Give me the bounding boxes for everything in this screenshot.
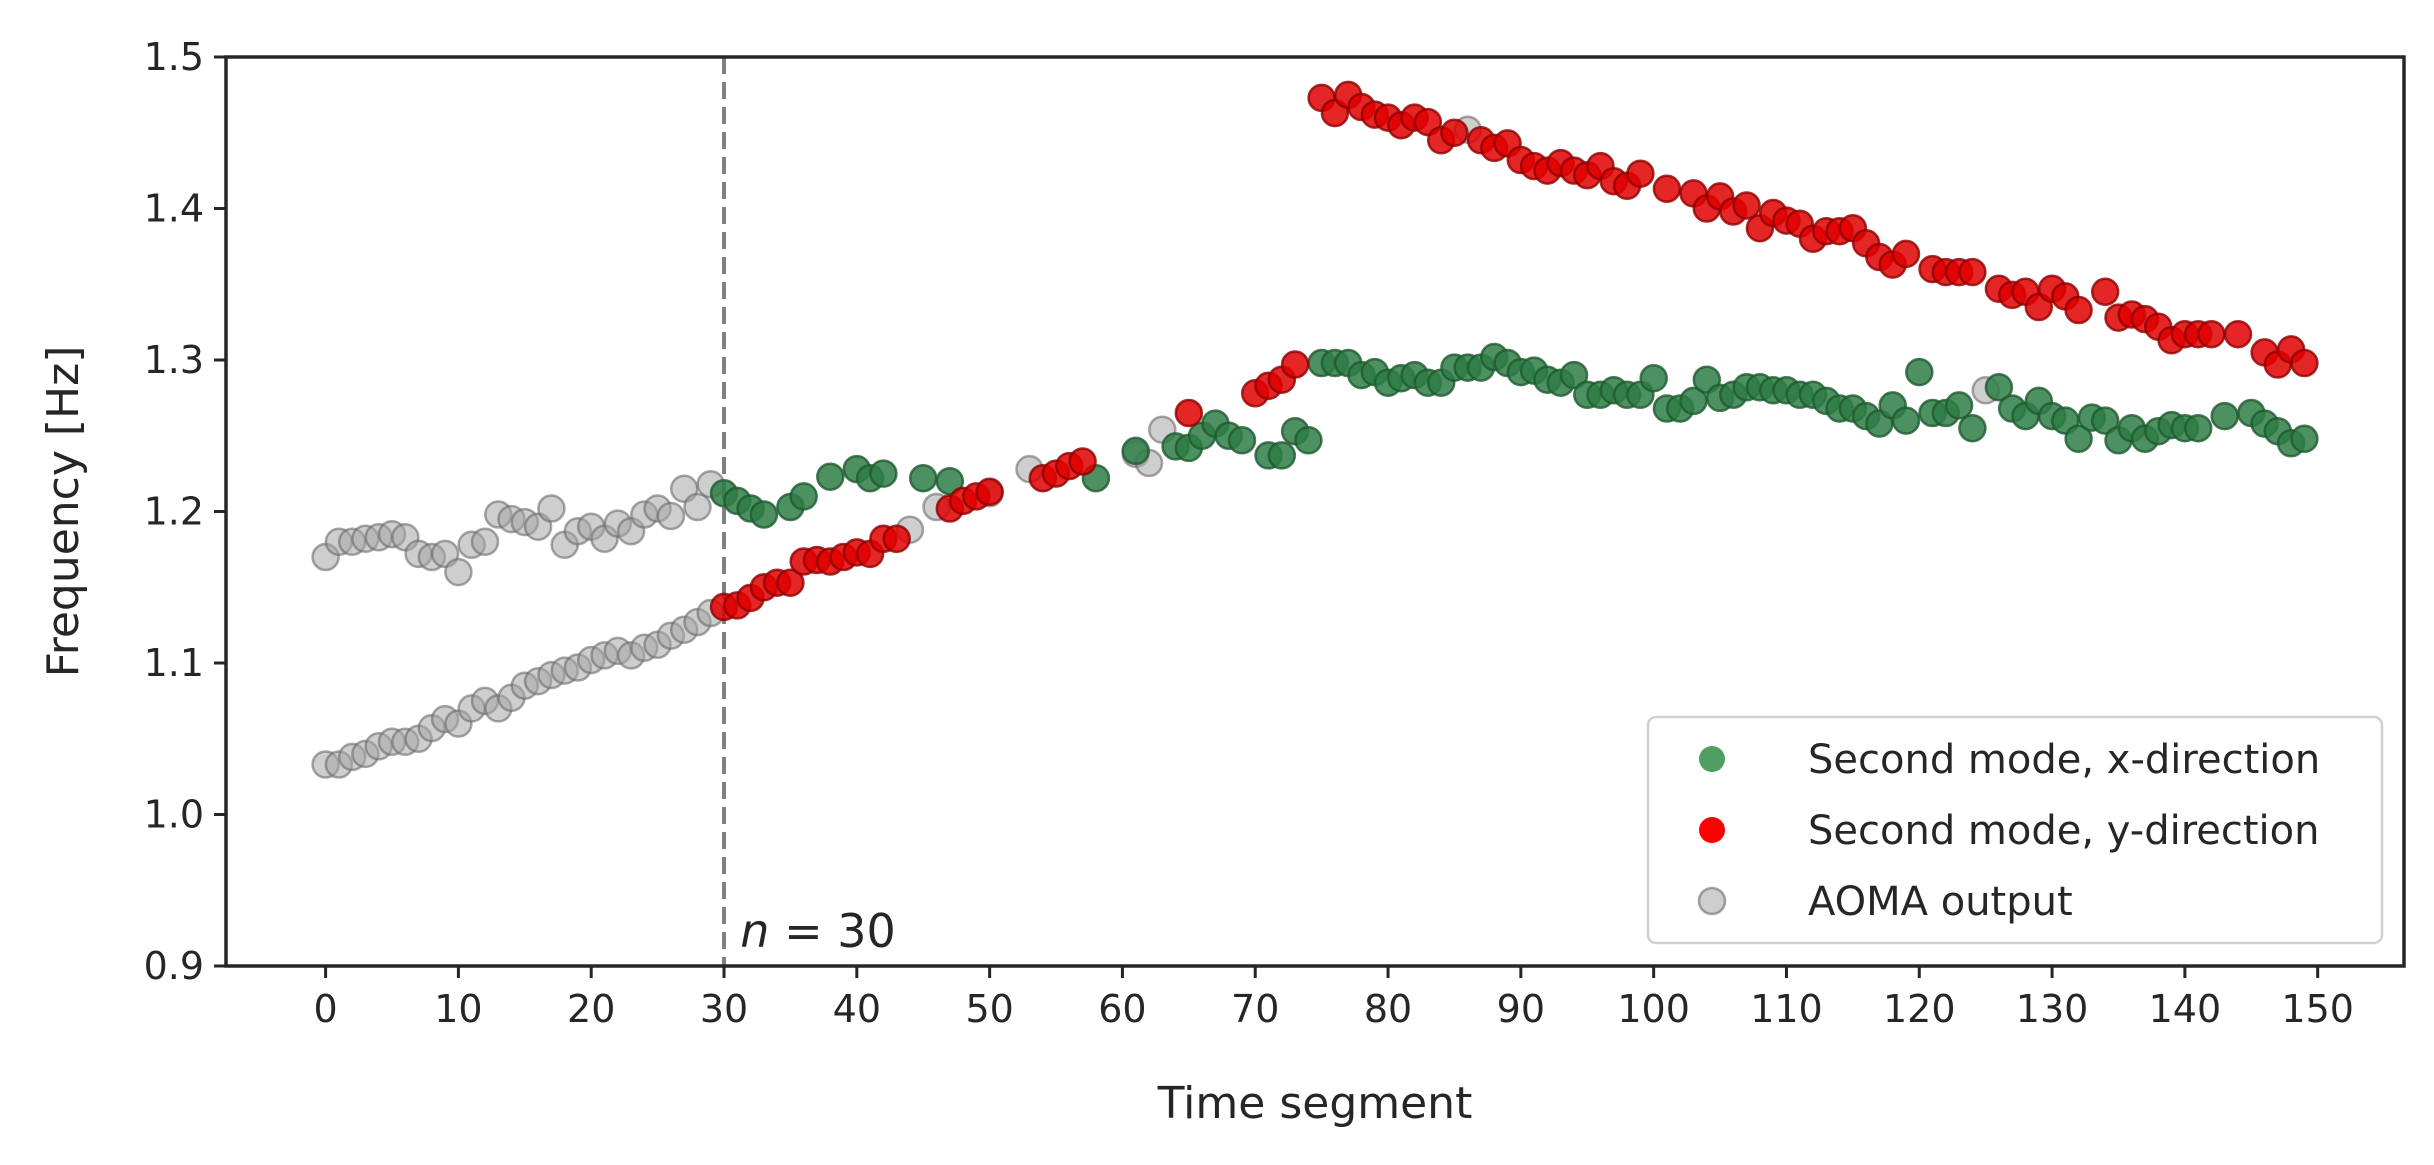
- x-tick-label: 70: [1231, 987, 1279, 1031]
- legend-marker: [1699, 817, 1725, 843]
- data-point: [1227, 426, 1257, 455]
- data-point: [789, 482, 818, 511]
- y-tick-label: 0.9: [144, 944, 204, 988]
- data-point: [1280, 350, 1310, 379]
- x-tick-label: 10: [434, 987, 482, 1031]
- data-point: [2064, 295, 2093, 325]
- data-point: [1891, 406, 1921, 435]
- data-point: [2197, 319, 2226, 349]
- x-tick-label: 0: [314, 987, 338, 1031]
- data-point: [1984, 373, 2014, 402]
- axes-layer: 0 10 20 30 40 50 60 70 80 90 100 110 120 130 140 150 0.9…: [144, 35, 2406, 1031]
- data-point: [1440, 118, 1469, 148]
- data-point: [1652, 174, 1682, 204]
- data-point: [816, 462, 845, 491]
- data-point: [2290, 348, 2319, 378]
- legend-label: AOMA output: [1808, 879, 2073, 925]
- y-tick-label: 1.3: [144, 338, 204, 382]
- legend-marker: [1697, 886, 1727, 916]
- legend-box: [1646, 715, 2384, 945]
- data-point: [776, 568, 805, 597]
- data-point: [537, 494, 566, 523]
- data-point: [1732, 191, 1761, 220]
- data-point: [2223, 319, 2253, 349]
- y-tick-label: 1.2: [144, 490, 204, 534]
- n-annotation-value: = 30: [769, 904, 895, 958]
- data-point: [1958, 413, 1987, 443]
- data-point: [2183, 413, 2213, 443]
- x-tick-label: 150: [2281, 987, 2354, 1031]
- x-tick-label: 80: [1364, 987, 1412, 1031]
- data-point: [1267, 441, 1297, 470]
- data-point: [1559, 360, 1589, 390]
- x-tick-label: 20: [567, 987, 615, 1031]
- data-point: [869, 459, 898, 488]
- series-2: [709, 80, 2319, 622]
- legend-marker: [1699, 746, 1725, 772]
- y-tick-label: 1.0: [144, 793, 204, 837]
- data-point: [1958, 257, 1987, 287]
- x-tick-label: 40: [833, 987, 881, 1031]
- x-tick-label: 110: [1750, 987, 1823, 1031]
- data-point: [935, 466, 965, 496]
- data-point: [975, 477, 1004, 507]
- data-point: [1639, 363, 1668, 393]
- legend-label: Second mode, y-direction: [1808, 808, 2319, 854]
- x-tick-label: 140: [2149, 987, 2222, 1031]
- data-point: [1626, 159, 1655, 188]
- x-tick-label: 120: [1883, 987, 1956, 1031]
- x-tick-label: 90: [1497, 987, 1545, 1031]
- x-tick-label: 50: [965, 987, 1013, 1031]
- data-point: [656, 501, 686, 531]
- data-point: [683, 492, 712, 522]
- data-point: [749, 500, 779, 529]
- legend-label: Second mode, x-direction: [1808, 737, 2320, 783]
- data-point: [2090, 277, 2120, 307]
- data-point: [2090, 406, 2120, 435]
- x-tick-label: 30: [700, 987, 748, 1031]
- data-point: [1944, 391, 1974, 420]
- y-tick-label: 1.1: [144, 641, 204, 685]
- data-points-layer: [311, 80, 2319, 779]
- data-point: [1068, 447, 1097, 476]
- y-tick-label: 1.4: [144, 187, 204, 231]
- data-point: [470, 527, 500, 557]
- x-tick-label: 130: [2016, 987, 2089, 1031]
- data-point: [1174, 398, 1204, 428]
- data-point: [2064, 424, 2093, 454]
- y-tick-label: 1.5: [144, 35, 204, 79]
- data-point: [1121, 436, 1150, 466]
- legend: Second mode, x-direction Second mode, y-d…: [1646, 715, 2384, 945]
- data-point: [1294, 426, 1323, 455]
- n-annotation-symbol: n: [740, 904, 769, 958]
- y-axis-label: Frequency [Hz]: [38, 346, 89, 678]
- data-point: [882, 524, 911, 554]
- x-tick-label: 100: [1617, 987, 1690, 1031]
- x-axis-label: Time segment: [1157, 1078, 1473, 1129]
- data-point: [2210, 401, 2239, 431]
- data-point: [1891, 239, 1921, 269]
- data-point: [444, 557, 473, 587]
- data-point: [1905, 357, 1934, 387]
- data-point: [2290, 424, 2319, 454]
- x-tick-label: 60: [1098, 987, 1146, 1031]
- data-point: [908, 463, 938, 493]
- n-annotation: n = 30: [740, 904, 895, 958]
- series-1: [709, 342, 2319, 529]
